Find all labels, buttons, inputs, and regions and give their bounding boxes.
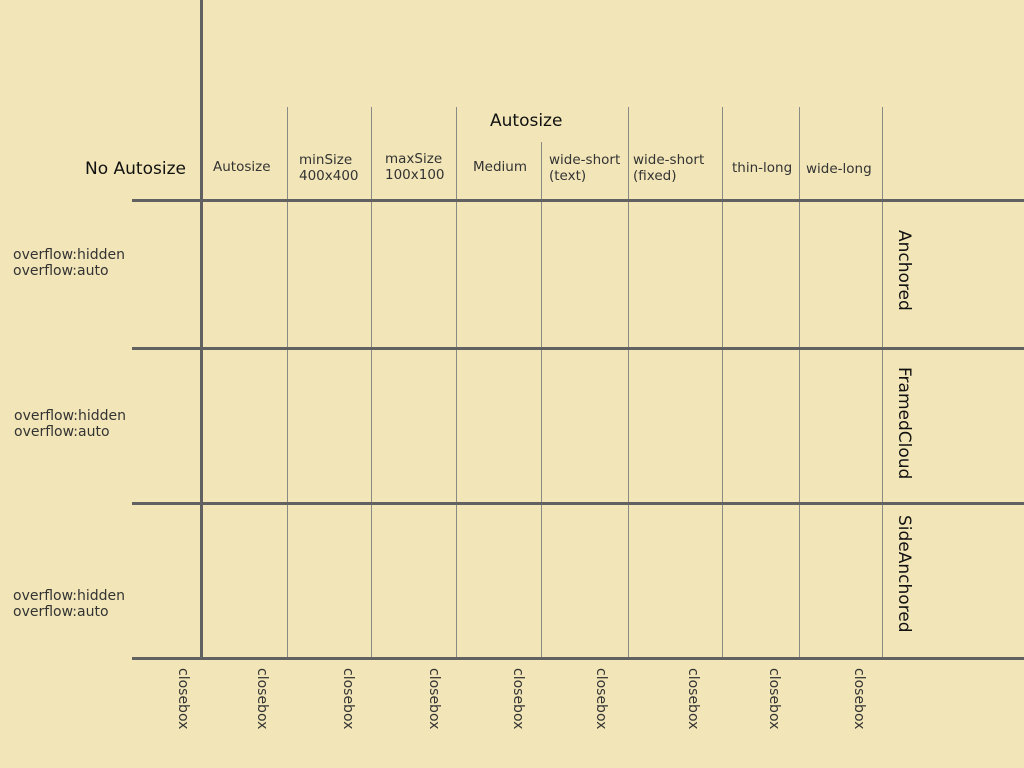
column-divider (541, 142, 542, 658)
closebox-label: closebox (851, 668, 867, 730)
overflow-hidden-label: overflow:hidden (14, 408, 127, 424)
autosize-group-title: Autosize (490, 111, 563, 131)
row-divider (132, 347, 1024, 350)
overflow-hidden-label: overflow:hidden (13, 588, 126, 604)
overflow-auto-label: overflow:auto (14, 424, 110, 440)
closebox-label: closebox (254, 668, 270, 730)
row-divider (132, 502, 1024, 505)
column-label-wide-short-fixed: wide-short (fixed) (633, 152, 705, 184)
row-overflow-labels: overflow:hidden overflow:auto (13, 247, 125, 279)
column-divider (456, 107, 457, 658)
column-label-medium: Medium (473, 159, 527, 175)
header-divider (132, 199, 1024, 202)
column-divider (371, 107, 372, 658)
row-overflow-labels: overflow:hidden overflow:auto (14, 408, 126, 440)
row-title-sideanchored: SideAnchored (894, 515, 914, 633)
closebox-label: closebox (426, 668, 442, 730)
column-label-maxsize: maxSize 100x100 (385, 151, 445, 183)
column-divider (722, 107, 723, 658)
column-label-minsize: minSize 400x400 (299, 152, 359, 184)
column-divider (287, 107, 288, 658)
no-autosize-title: No Autosize (85, 159, 186, 179)
row-title-framedcloud: FramedCloud (894, 367, 914, 480)
row-overflow-labels: overflow:hidden overflow:auto (13, 588, 125, 620)
overflow-auto-label: overflow:auto (13, 263, 109, 279)
column-label-autosize: Autosize (213, 159, 271, 175)
column-divider (799, 107, 800, 658)
bottom-divider (132, 657, 1024, 660)
overflow-auto-label: overflow:auto (13, 604, 109, 620)
column-label-wide-long: wide-long (806, 161, 872, 177)
closebox-label: closebox (593, 668, 609, 730)
column-label-wide-short-text: wide-short (text) (549, 152, 621, 184)
closebox-label: closebox (685, 668, 701, 730)
closebox-label: closebox (766, 668, 782, 730)
column-label-thin-long: thin-long (732, 160, 793, 176)
row-title-anchored: Anchored (894, 230, 914, 311)
column-divider (882, 107, 883, 658)
overflow-hidden-label: overflow:hidden (13, 247, 126, 263)
closebox-label: closebox (510, 668, 526, 730)
main-vertical-divider (200, 0, 203, 659)
closebox-label: closebox (175, 668, 191, 730)
column-divider (628, 107, 629, 658)
closebox-label: closebox (340, 668, 356, 730)
